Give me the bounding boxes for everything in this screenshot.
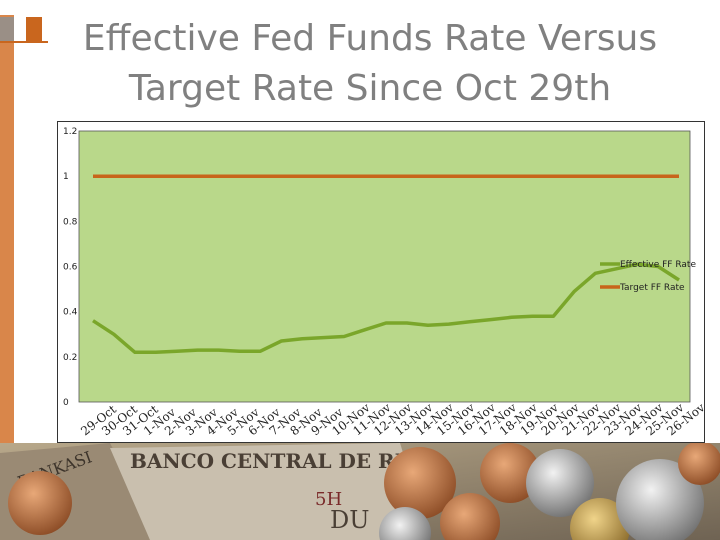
plot-area <box>78 130 691 403</box>
accent-square-orange <box>26 17 42 41</box>
banknote-text-4: 5H <box>315 489 342 510</box>
y-tick-label: 0.8 <box>63 217 78 227</box>
coins-banknotes-image: BANCO CENTRAL DE RES RANKASI DU 5H <box>0 443 720 540</box>
coin <box>678 443 720 485</box>
coin <box>440 493 500 540</box>
y-tick-label: 0 <box>63 398 69 408</box>
coin <box>384 447 456 519</box>
coin <box>379 507 431 540</box>
banknote-text-3: DU <box>330 506 369 534</box>
legend-label-2: Target FF Rate <box>619 283 685 293</box>
chart-title: Effective Fed Funds Rate Versus Target R… <box>60 14 680 114</box>
y-tick-label: 1 <box>63 172 69 182</box>
title-line-1: Effective Fed Funds Rate Versus <box>82 18 658 59</box>
accent-bar-vertical <box>0 15 14 540</box>
y-tick-label: 0.6 <box>63 263 78 273</box>
banknote-text-1: BANCO CENTRAL DE RES <box>130 449 424 473</box>
legend-label-1: Effective FF Rate <box>620 260 696 270</box>
accent-line <box>0 41 48 43</box>
accent-square-grey <box>0 17 14 43</box>
title-line-2: Target Rate Since Oct 29th <box>128 68 612 109</box>
coin <box>8 471 72 535</box>
coins-illustration: BANCO CENTRAL DE RES RANKASI DU 5H <box>0 443 720 540</box>
series-line-1 <box>92 262 680 355</box>
coin <box>526 449 594 517</box>
coin <box>570 498 630 540</box>
coin <box>616 459 704 540</box>
y-tick-label: 1.2 <box>63 127 77 137</box>
y-tick-label: 0.2 <box>63 353 77 363</box>
y-tick-label: 0.4 <box>63 308 78 318</box>
coin <box>480 443 540 503</box>
line-chart: 00.20.40.60.811.229-Oct30-Oct31-Oct1-Nov… <box>63 127 705 438</box>
